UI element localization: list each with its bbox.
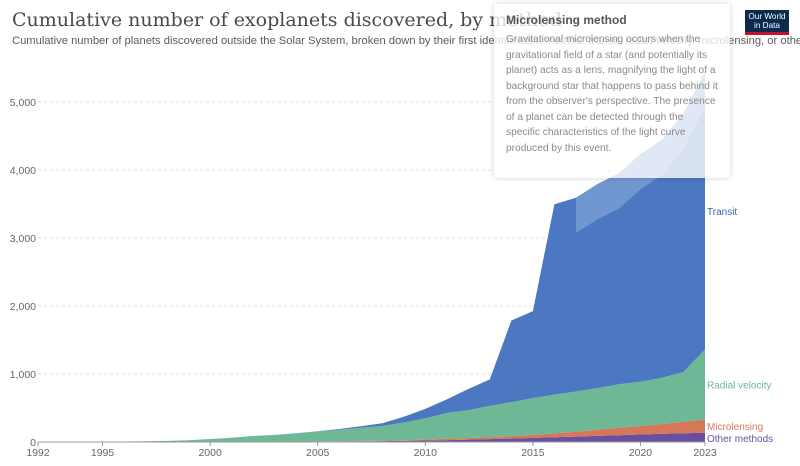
y-tick-label: 1,000 (10, 369, 36, 381)
y-tick-label: 4,000 (10, 165, 36, 177)
x-tick-label: 2023 (693, 447, 717, 459)
owid-logo[interactable]: Our World in Data (745, 10, 789, 35)
series-label-transit[interactable]: Transit (707, 207, 737, 218)
series-area-other[interactable] (38, 432, 705, 442)
x-tick-label: 2005 (306, 447, 330, 459)
tooltip: Microlensing method Gravitational microl… (494, 4, 730, 178)
y-axis-ticks: 0 1,000 2,000 3,000 4,000 5,000 (10, 97, 36, 449)
y-tick-label: 2,000 (10, 301, 36, 313)
series-label-microlensing[interactable]: Microlensing (707, 422, 763, 433)
tooltip-body: Gravitational microlensing occurs when t… (506, 34, 718, 154)
x-tick-label: 1992 (26, 447, 50, 459)
x-tick-label: 2010 (414, 447, 438, 459)
chart-title: Cumulative number of exoplanets discover… (12, 9, 562, 31)
x-tick-label: 2000 (198, 447, 222, 459)
x-tick-label: 2020 (629, 447, 653, 459)
y-tick-label: 0 (30, 437, 36, 449)
series-areas (38, 72, 705, 443)
x-axis-ticks: 1992 1995 2000 2005 2010 2015 2020 2023 (26, 442, 717, 459)
series-area-transit[interactable] (38, 72, 705, 442)
x-tick-label: 1995 (91, 447, 115, 459)
y-tick-label: 3,000 (10, 233, 36, 245)
series-label-radial-velocity[interactable]: Radial velocity (707, 381, 771, 392)
series-area-microlensing[interactable] (38, 419, 705, 442)
x-tick-label: 2015 (521, 447, 545, 459)
logo-text: Our World in Data (748, 12, 786, 30)
transit-highlight-band (575, 72, 705, 233)
y-tick-label: 5,000 (10, 97, 36, 109)
series-label-other[interactable]: Other methods (707, 434, 773, 445)
tooltip-title: Microlensing method (506, 13, 627, 27)
series-area-radial-velocity[interactable] (38, 349, 705, 442)
